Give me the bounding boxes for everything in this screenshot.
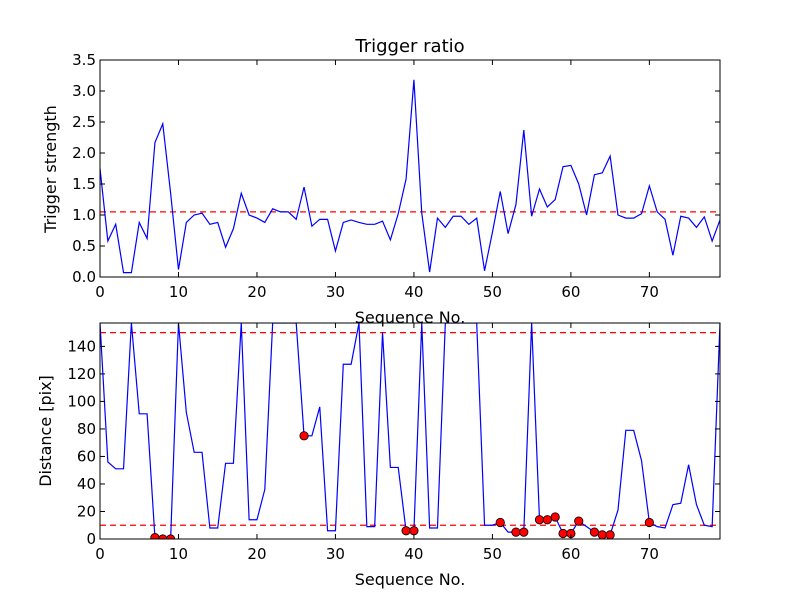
plot-area: 0 10 20 30 40 50 60 70 0.0 0.5 1.0 1.5 2.0 2.5 3.0 3.5 <box>72 51 721 301</box>
x-tick-label: 70 <box>640 283 659 301</box>
y-tick-label: 80 <box>77 420 96 438</box>
x-tick-label: 10 <box>169 283 188 301</box>
x-tick-label: 60 <box>561 545 580 563</box>
plot-area: 0 10 20 30 40 50 60 70 0 20 40 60 80 100 120 140 <box>67 322 721 563</box>
y-tick-label: 40 <box>77 475 96 493</box>
distance-chart: 0 10 20 30 40 50 60 70 0 20 40 60 80 100 120 140 Sequen… <box>36 322 721 589</box>
x-tick-label: 50 <box>483 545 502 563</box>
data-point-marker <box>495 517 505 528</box>
y-tick-label: 140 <box>67 337 96 355</box>
y-tick-label: 1.5 <box>72 175 96 193</box>
y-tick-label: 20 <box>77 502 96 520</box>
x-axis-label: Sequence No. <box>355 308 466 327</box>
y-tick-label: 100 <box>67 392 96 410</box>
x-axis-label: Sequence No. <box>355 570 466 589</box>
data-point-marker <box>401 526 411 536</box>
y-tick-label: 0.5 <box>72 237 96 255</box>
x-tick-label: 20 <box>247 545 266 563</box>
x-tick-label: 60 <box>561 283 580 301</box>
x-tick-label: 20 <box>247 283 266 301</box>
x-tick-label: 30 <box>326 283 345 301</box>
x-tick-label: 50 <box>483 283 502 301</box>
y-tick-label: 60 <box>77 447 96 465</box>
data-point-marker <box>534 515 545 525</box>
x-tick-label: 10 <box>169 545 188 563</box>
axes-frame <box>99 322 721 540</box>
y-axis-label: Distance [pix] <box>36 375 55 487</box>
data-point-marker <box>299 431 309 441</box>
data-point-marker <box>542 515 552 525</box>
plot-content <box>100 79 720 274</box>
y-tick-label: 1.0 <box>72 206 96 224</box>
plot-content <box>100 323 720 539</box>
trigger-ratio-chart: Trigger ratio 0 10 20 30 40 50 60 70 0.0 0.5 1.0 1.… <box>41 36 721 327</box>
data-point-marker <box>409 526 419 536</box>
data-point-marker <box>574 516 584 526</box>
data-point-marker <box>519 527 529 537</box>
y-tick-label: 2.5 <box>72 113 96 131</box>
x-tick-label: 40 <box>404 283 423 301</box>
data-point-marker <box>605 530 615 539</box>
y-tick-label: 120 <box>67 365 96 383</box>
y-tick-label: 0 <box>86 530 96 548</box>
y-axis-label: Trigger strength <box>41 105 60 234</box>
x-tick-label: 0 <box>95 545 105 563</box>
x-tick-label: 0 <box>95 283 105 301</box>
data-point-marker <box>550 512 560 522</box>
x-tick-label: 30 <box>326 545 345 563</box>
x-tick-label: 70 <box>640 545 659 563</box>
y-tick-label: 3.0 <box>72 82 96 100</box>
data-point-marker <box>511 527 521 537</box>
series-line <box>100 79 720 274</box>
y-tick-label: 0.0 <box>72 268 96 286</box>
chart-title: Trigger ratio <box>354 36 464 57</box>
data-point-marker <box>644 517 654 528</box>
y-tick-label: 3.5 <box>72 51 96 69</box>
data-point-marker <box>589 527 600 537</box>
y-tick-label: 2.0 <box>72 144 96 162</box>
axes-frame <box>99 59 721 278</box>
data-point-marker <box>558 528 568 539</box>
x-tick-label: 40 <box>404 545 423 563</box>
data-point-marker <box>597 530 607 539</box>
